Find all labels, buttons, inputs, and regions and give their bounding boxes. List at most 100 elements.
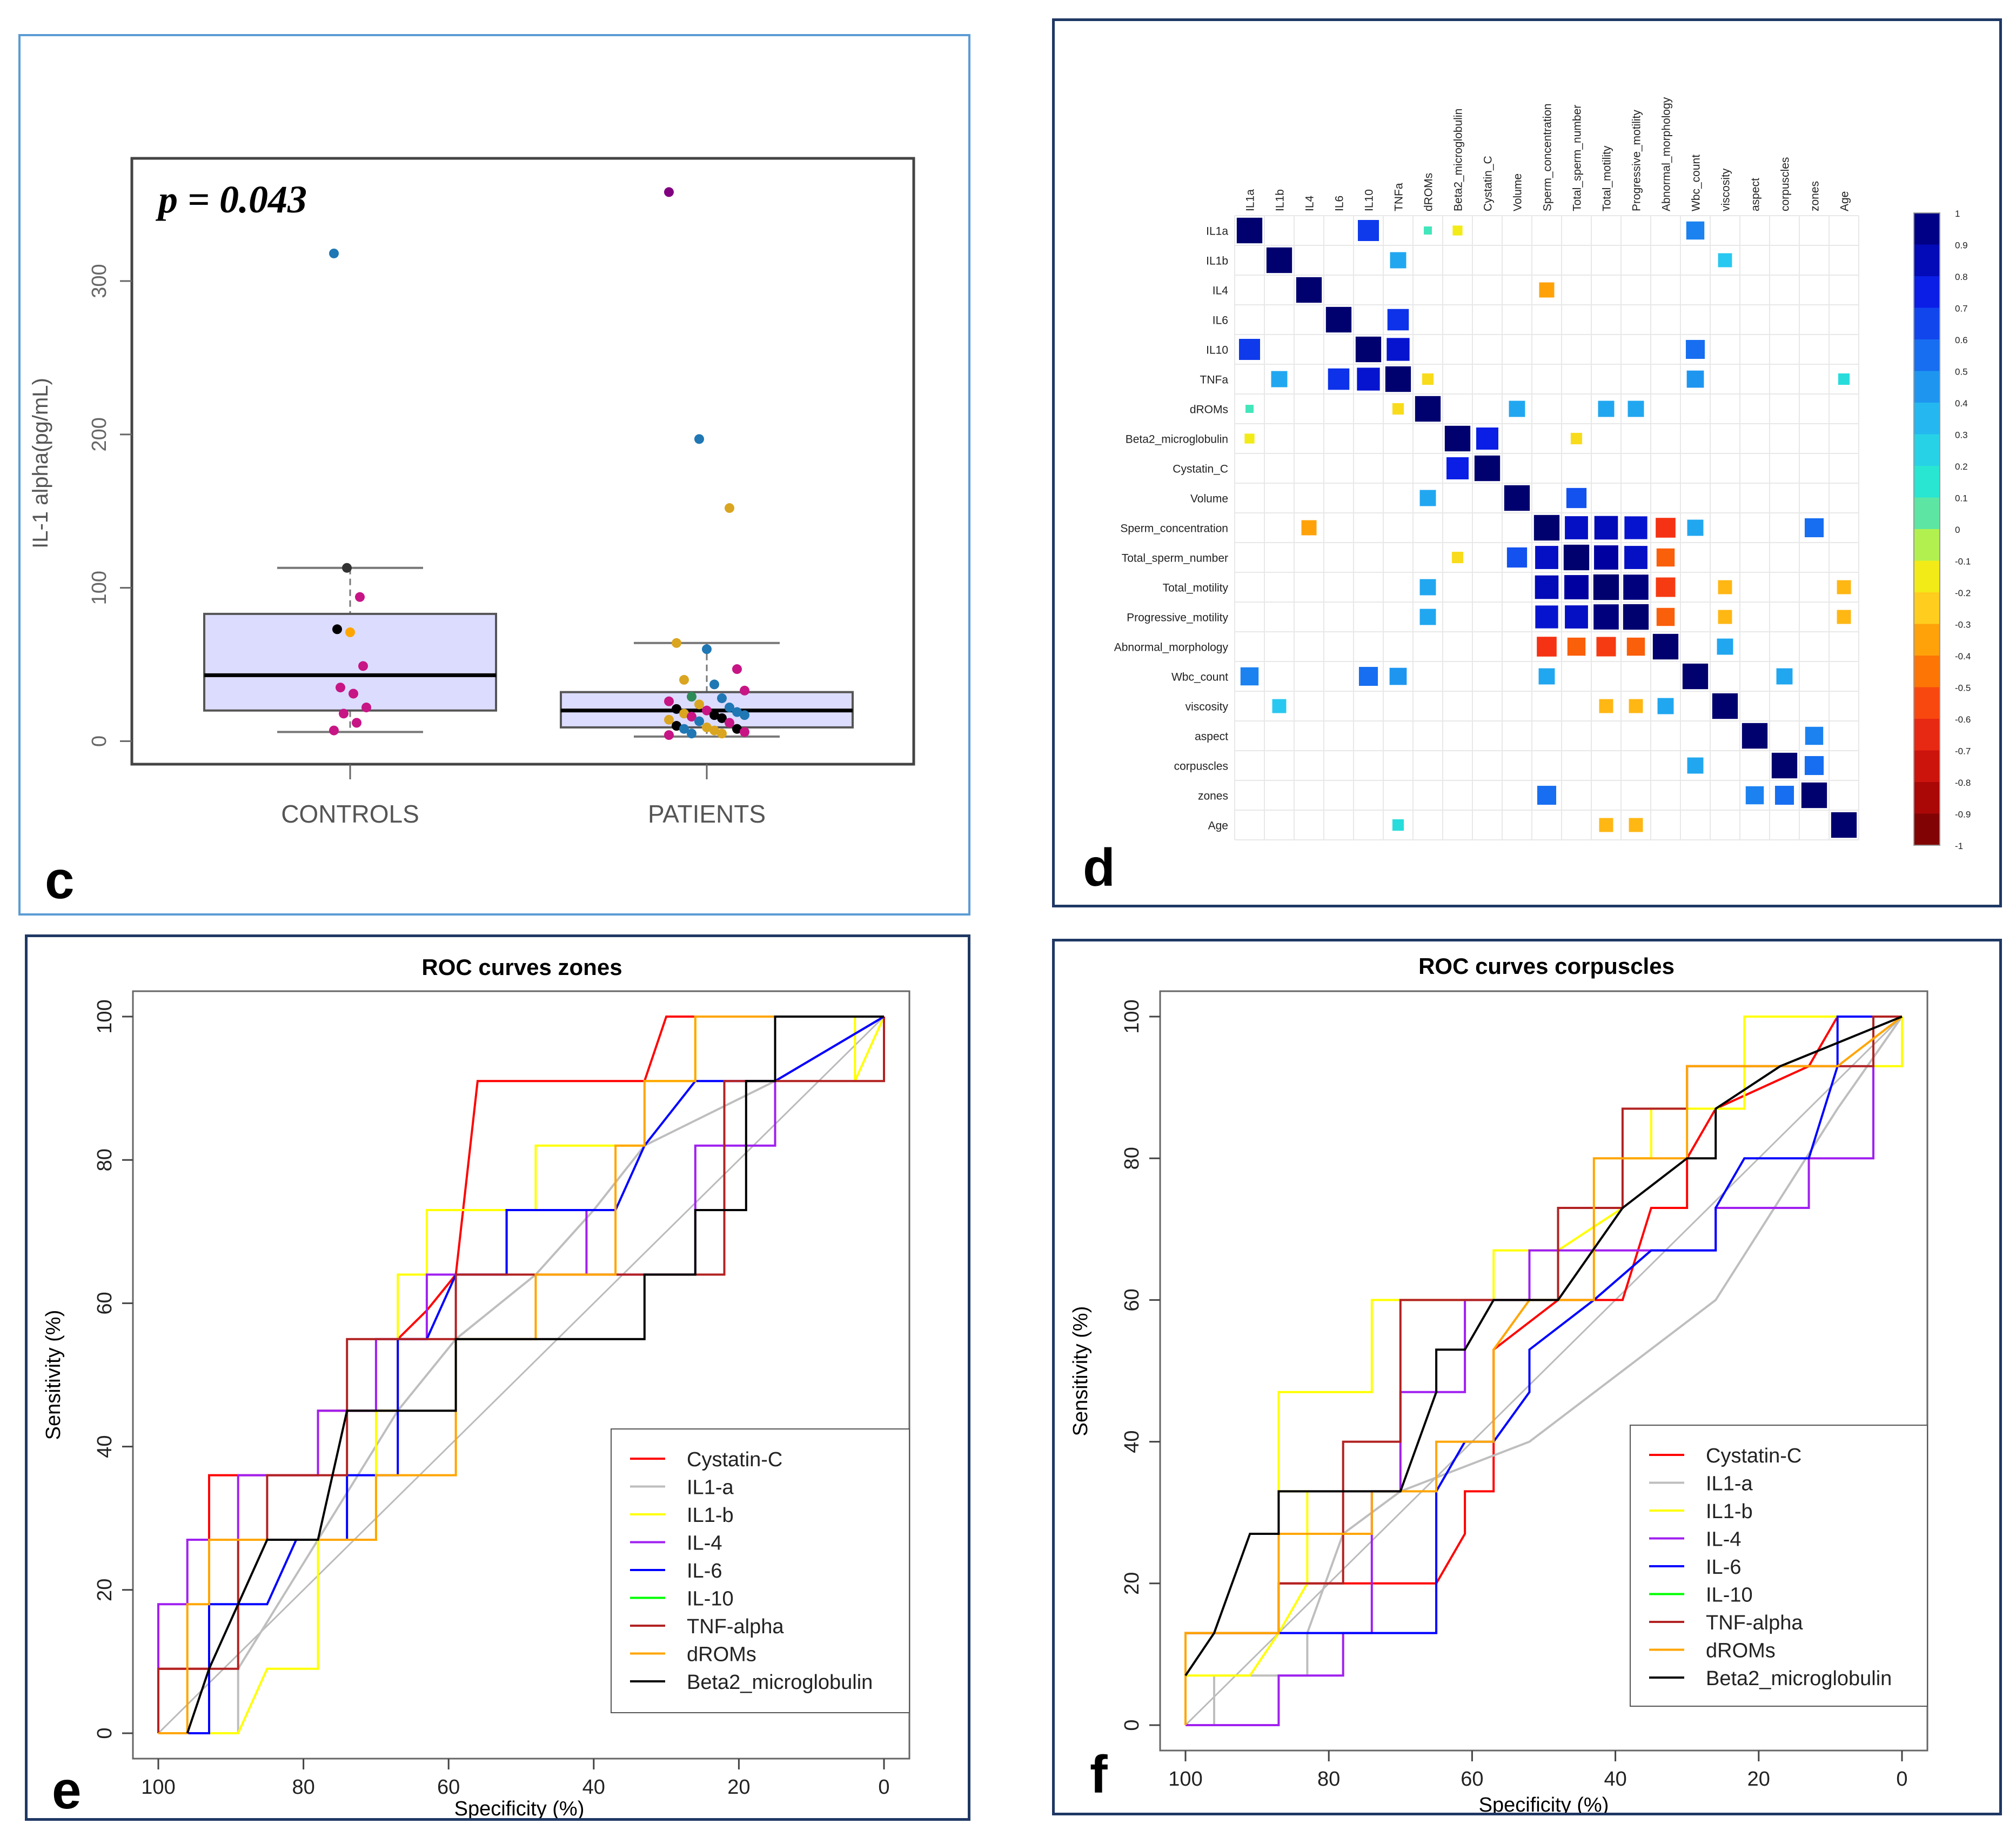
panel-letter-c: c [45, 850, 75, 910]
legend-label: Beta2_microglobulin [1706, 1667, 1892, 1690]
colorbar-segment [1914, 687, 1940, 719]
legend-label: IL1-b [687, 1504, 734, 1527]
colorbar-segment [1914, 750, 1940, 783]
data-point [332, 624, 342, 634]
colorbar-segment [1914, 592, 1940, 625]
correlation-cell [1718, 580, 1732, 594]
plot-frame [132, 990, 910, 1760]
y-tick-label: 60 [93, 1292, 116, 1314]
correlation-cell [1627, 400, 1644, 417]
data-point [664, 730, 674, 740]
row-label: Age [1208, 820, 1228, 832]
colorbar-tick-label: -1 [1955, 841, 1963, 851]
colorbar-segment [1914, 529, 1940, 562]
data-point [679, 709, 689, 719]
column-label: IL1a [1244, 189, 1257, 211]
correlation-cell [1358, 666, 1378, 686]
data-point [740, 727, 749, 737]
colorbar-segment [1914, 244, 1940, 277]
row-label: Abnormal_morphology [1114, 642, 1229, 654]
x-axis-label: Specificity (%) [1479, 1794, 1609, 1813]
correlation-cell [1387, 338, 1410, 361]
colorbar-tick-label: -0.3 [1955, 620, 1971, 630]
correlation-cell [1629, 699, 1643, 713]
correlation-cell [1452, 225, 1463, 236]
x-axis-label: Specificity (%) [454, 1798, 585, 1818]
correlation-heatmap: IL1a IL1a IL1b IL1b IL4 IL4 IL6 IL6 IL10 IL10 TNFa… [1083, 97, 1971, 897]
correlation-cell [1357, 368, 1380, 391]
column-label: IL10 [1363, 189, 1376, 211]
column-label: IL6 [1334, 196, 1346, 211]
row-label: Total_sperm_number [1122, 552, 1228, 565]
data-point [687, 729, 696, 739]
data-point [342, 563, 352, 573]
y-tick-label: 60 [1121, 1288, 1143, 1311]
colorbar-segment [1914, 782, 1940, 814]
data-point [694, 699, 704, 710]
data-point [717, 729, 727, 739]
column-label: dROMs [1423, 173, 1435, 211]
chart-title: ROC curves zones [421, 954, 622, 980]
panel-e: ROC curves zones 100 80 60 40 20 0 0 20 40 60 80 10… [25, 934, 970, 1821]
row-label: corpuscles [1174, 760, 1228, 773]
legend-label: Cystatin-C [687, 1448, 782, 1471]
correlation-cell [1419, 609, 1436, 625]
colorbar-tick-label: 1 [1955, 209, 1960, 219]
correlation-cell [1504, 485, 1530, 511]
correlation-cell [1570, 432, 1583, 445]
correlation-cell [1626, 637, 1645, 656]
legend-label: IL-4 [1706, 1528, 1741, 1551]
correlation-cell [1419, 579, 1436, 596]
correlation-cell [1535, 575, 1559, 599]
correlation-cell [1687, 519, 1704, 536]
correlation-cell [1357, 219, 1379, 242]
data-point [732, 724, 742, 734]
correlation-cell [1266, 247, 1292, 273]
correlation-cell [1236, 217, 1263, 244]
row-label: IL10 [1206, 344, 1228, 357]
x-tick-label: 100 [141, 1776, 175, 1799]
correlation-cell [1245, 405, 1254, 413]
correlation-cell [1424, 226, 1432, 235]
correlation-cell [1745, 786, 1764, 805]
correlation-cell [1385, 366, 1411, 392]
data-point [702, 705, 712, 716]
correlation-cell [1476, 427, 1498, 450]
correlation-cell [1593, 574, 1619, 600]
category-patients-label: PATIENTS [648, 800, 766, 828]
row-label: Total_motility [1163, 582, 1229, 594]
y-tick-label: 0 [1121, 1719, 1143, 1731]
correlation-cell [1535, 605, 1558, 629]
roc-curve-beta2_microglobulin [186, 1016, 884, 1734]
correlation-cell [1355, 336, 1382, 363]
colorbar-segment [1914, 624, 1940, 656]
data-point [694, 716, 704, 726]
column-label: IL4 [1304, 195, 1316, 211]
roc-curve-beta2_microglobulin [1184, 1016, 1903, 1676]
correlation-cell [1831, 812, 1857, 838]
colorbar-segment [1914, 434, 1940, 466]
x-tick-label: 60 [437, 1776, 460, 1799]
colorbar-segment [1914, 719, 1940, 751]
correlation-cell [1533, 515, 1560, 541]
column-label: corpuscles [1779, 157, 1792, 211]
correlation-cell [1566, 487, 1587, 509]
row-label: IL1b [1206, 255, 1228, 268]
correlation-cell [1419, 490, 1436, 506]
correlation-cell [1596, 637, 1616, 657]
correlation-cell [1718, 610, 1732, 624]
p-value-label: p = 0.043 [155, 178, 307, 221]
correlation-cell [1623, 604, 1649, 630]
correlation-cell [1686, 370, 1704, 388]
y-tick-label: 0 [88, 736, 111, 747]
colorbar-segment [1914, 813, 1940, 846]
legend-label: Beta2_microglobulin [687, 1671, 873, 1694]
correlation-cell [1624, 516, 1647, 539]
correlation-cell [1415, 396, 1441, 422]
data-point [679, 724, 689, 734]
data-point [717, 693, 727, 703]
correlation-cell [1271, 371, 1288, 388]
boxplot-chart: 0 100 200 300 p = 0.043 IL-1 alpha(pg/mL) C… [29, 157, 915, 910]
correlation-cell [1474, 455, 1501, 482]
x-tick-label: 100 [1168, 1768, 1202, 1791]
